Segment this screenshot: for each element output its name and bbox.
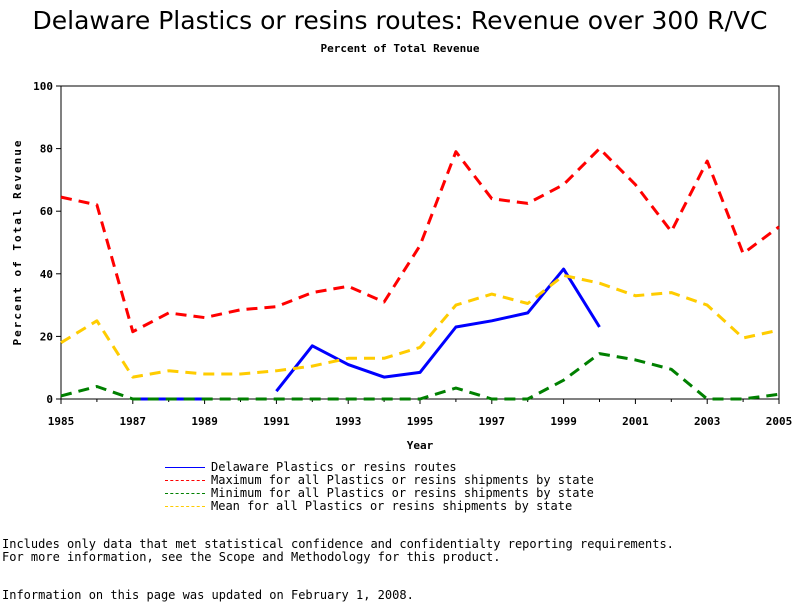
y-tick-label: 100 [33, 80, 53, 93]
note-updated: Information on this page was updated on … [2, 588, 414, 602]
legend-label: Minimum for all Plastics or resins shipm… [211, 486, 594, 500]
series-layer [60, 147, 780, 401]
legend-swatch [165, 480, 205, 481]
y-tick-label: 0 [46, 393, 53, 406]
x-tick-label: 1999 [550, 415, 577, 428]
legend-label: Mean for all Plastics or resins shipment… [211, 499, 573, 513]
chart-legend: Delaware Plastics or resins routes Maximu… [165, 461, 594, 513]
line-chart: 0 20 40 60 80 100 1985 1987 1989 1991 1993 1995 199… [11, 80, 793, 452]
series-line-4 [60, 273, 780, 379]
legend-item: Mean for all Plastics or resins shipment… [165, 500, 594, 513]
note-more-info: For more information, see the Scope and … [2, 550, 501, 564]
y-axis: 0 20 40 60 80 100 [33, 80, 61, 406]
x-tick-label: 2003 [694, 415, 721, 428]
chart-title: Delaware Plastics or resins routes: Reve… [32, 6, 768, 35]
x-tick-label: 1985 [48, 415, 75, 428]
series-line-3 [60, 352, 780, 401]
legend-item: Maximum for all Plastics or resins shipm… [165, 474, 594, 487]
chart-subtitle: Percent of Total Revenue [320, 42, 480, 55]
x-tick-label: 1997 [479, 415, 506, 428]
x-tick-label: 1995 [407, 415, 434, 428]
plot-frame [60, 85, 780, 400]
y-axis-label: Percent of Total Revenue [11, 139, 24, 346]
y-tick-label: 60 [40, 205, 53, 218]
x-tick-label: 2005 [766, 415, 793, 428]
x-tick-label: 1987 [120, 415, 147, 428]
y-tick-label: 20 [40, 330, 53, 343]
legend-label: Maximum for all Plastics or resins shipm… [211, 473, 594, 487]
legend-swatch [165, 467, 205, 468]
series-line-1 [275, 267, 601, 393]
y-tick-label: 80 [40, 143, 53, 156]
x-tick-label: 1989 [191, 415, 218, 428]
legend-swatch [165, 506, 205, 507]
y-tick-label: 40 [40, 268, 53, 281]
x-tick-label: 2001 [622, 415, 649, 428]
x-axis: 1985 1987 1989 1991 1993 1995 1997 1999 2001 2003… [48, 399, 793, 428]
x-tick-label: 1991 [263, 415, 290, 428]
legend-label: Delaware Plastics or resins routes [211, 460, 457, 474]
note-confidentiality: Includes only data that met statistical … [2, 537, 674, 551]
x-axis-label: Year [407, 439, 434, 452]
legend-swatch [165, 493, 205, 494]
legend-item: Delaware Plastics or resins routes [165, 461, 594, 474]
x-tick-label: 1993 [335, 415, 362, 428]
legend-item: Minimum for all Plastics or resins shipm… [165, 487, 594, 500]
series-line-2 [60, 147, 780, 334]
